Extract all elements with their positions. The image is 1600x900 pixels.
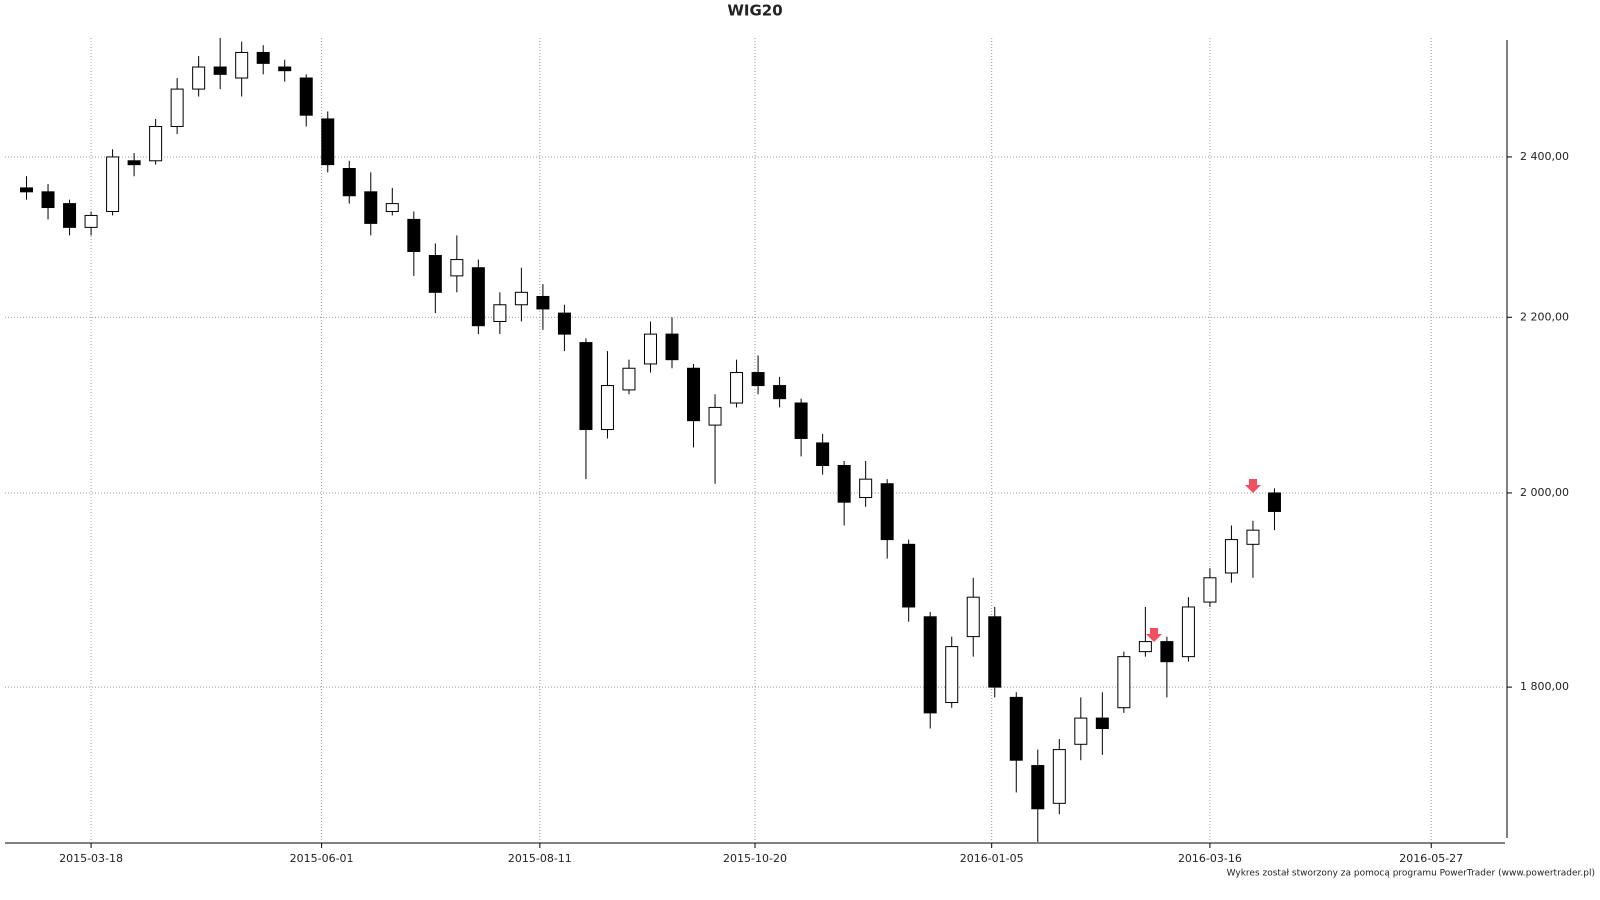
candle-body xyxy=(256,51,270,64)
candle-body xyxy=(63,203,77,228)
candle-body xyxy=(1246,529,1260,545)
candle-body xyxy=(945,646,959,704)
candle-body xyxy=(41,191,55,209)
candle-body xyxy=(235,51,249,79)
candle-body xyxy=(816,442,830,467)
candle-body xyxy=(1052,749,1066,804)
candle-body xyxy=(20,187,34,193)
candle-body xyxy=(1267,492,1281,512)
candle-body xyxy=(988,616,1002,688)
candle-body xyxy=(1160,641,1174,663)
candle-body xyxy=(364,191,378,224)
candle-body xyxy=(665,333,679,361)
candle-body xyxy=(622,367,636,391)
candle-body xyxy=(1203,577,1217,603)
candle-body xyxy=(1031,765,1045,810)
y-tick-label: 2 200,00 xyxy=(1520,310,1569,323)
candle-body xyxy=(299,77,313,116)
candle-body xyxy=(471,267,485,327)
signal-arrow xyxy=(1146,628,1162,642)
candle-body xyxy=(794,402,808,439)
candle-body xyxy=(450,259,464,277)
candle-body xyxy=(708,406,722,426)
chart-title: WIG20 xyxy=(727,2,782,20)
candle-body xyxy=(342,167,356,197)
footer-credit: Wykres został stworzony za pomocą progra… xyxy=(1227,869,1595,879)
candle-body xyxy=(278,66,292,72)
candle-body xyxy=(773,385,787,400)
signal-arrow xyxy=(1245,479,1261,493)
candle-body xyxy=(149,125,163,162)
candle-body xyxy=(837,465,851,503)
candle-body xyxy=(902,543,916,608)
candle-body xyxy=(321,118,335,166)
candle-body xyxy=(557,312,571,335)
candle-body xyxy=(1074,717,1088,745)
candle-body xyxy=(493,304,507,322)
candle-body xyxy=(1009,696,1023,761)
candle-body xyxy=(1138,641,1152,653)
candle-body xyxy=(579,342,593,431)
x-tick-label: 2015-10-20 xyxy=(723,852,787,865)
candle-body xyxy=(192,66,206,90)
x-tick-label: 2016-01-05 xyxy=(960,852,1024,865)
candle-body xyxy=(880,483,894,541)
candle-body xyxy=(1095,717,1109,730)
candle-body xyxy=(536,295,550,310)
candle-body xyxy=(966,596,980,638)
candle-body xyxy=(751,372,765,387)
x-tick-label: 2016-05-27 xyxy=(1399,852,1463,865)
y-tick-label: 1 800,00 xyxy=(1520,680,1569,693)
candle-body xyxy=(643,333,657,365)
candle-body xyxy=(687,367,701,422)
candle-body xyxy=(428,255,442,293)
candle-body xyxy=(859,478,873,499)
candle-body xyxy=(213,66,227,75)
x-tick-label: 2016-03-16 xyxy=(1178,852,1242,865)
candle-body xyxy=(84,214,98,228)
x-tick-label: 2015-03-18 xyxy=(59,852,123,865)
x-tick-label: 2015-06-01 xyxy=(290,852,354,865)
candle-body xyxy=(170,88,184,127)
candle-body xyxy=(106,156,120,212)
y-tick-label: 2 000,00 xyxy=(1520,486,1569,499)
candle-body xyxy=(385,203,399,212)
candle-body xyxy=(407,218,421,252)
candle-body xyxy=(730,372,744,404)
x-tick-label: 2015-08-11 xyxy=(508,852,572,865)
candle-body xyxy=(127,160,141,166)
signal-arrows xyxy=(1146,479,1261,642)
candle-body xyxy=(923,616,937,714)
candle-body xyxy=(600,385,614,431)
candle-body xyxy=(514,291,528,306)
candle-body xyxy=(1117,656,1131,709)
candle-body xyxy=(1181,606,1195,658)
y-tick-label: 2 400,00 xyxy=(1520,150,1569,163)
candle-body xyxy=(1224,539,1238,574)
